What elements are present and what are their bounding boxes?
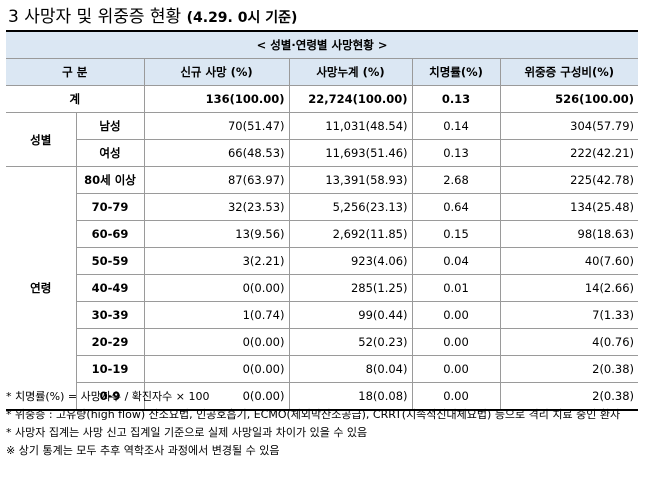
row-label: 50-59 [76, 247, 145, 275]
row-label: 20-29 [76, 328, 145, 356]
table-row: 성별 남성 70(51.47) 11,031(48.54) 0.14 304(57.79) [6, 112, 639, 167]
new-deaths-cell: 0(0.00) [143, 355, 290, 383]
table-row: 여성 66(48.53) 11,693(51.46) 0.13 222(42.21) [6, 139, 639, 167]
table-row: 연령 80세 이상 87(63.97) 13,391(58.93) 2.68 225(42… [6, 166, 639, 411]
new-deaths-cell: 0(0.00) [143, 382, 290, 411]
table-row: 0-9 0(0.00) 18(0.08) 0.00 2(0.38) [6, 382, 639, 411]
cumulative-deaths-cell: 2,692(11.85) [288, 220, 413, 248]
footnotes: * 치명률(%) = 사망자수 / 확진자수 × 100 * 위중증 : 고유량… [6, 388, 638, 460]
severe-cell: 2(0.38) [499, 382, 639, 411]
header-severe: 위중증 구성비(%) [499, 58, 639, 86]
row-label: 30-39 [76, 301, 145, 329]
total-cum: 22,724(100.00) [288, 85, 413, 113]
severe-cell: 14(2.66) [499, 274, 639, 302]
group-label: 성별 [6, 112, 77, 167]
cumulative-deaths-cell: 52(0.23) [288, 328, 413, 356]
row-label: 40-49 [76, 274, 145, 302]
fatality-rate-cell: 0.04 [411, 247, 501, 275]
header-row: 구 분 신규 사망 (%) 사망누계 (%) 치명률(%) 위중증 구성비(%) [6, 58, 639, 86]
header-category: 구 분 [6, 58, 145, 86]
total-new: 136(100.00) [143, 85, 290, 113]
table-caption-row: < 성별·연령별 사망현황 > [6, 31, 639, 59]
header-fatality-rate: 치명률(%) [411, 58, 501, 86]
severe-cell: 222(42.21) [499, 139, 639, 167]
new-deaths-cell: 32(23.53) [143, 193, 290, 221]
footnote-4: ※ 상기 통계는 모두 추후 역학조사 과정에서 변경될 수 있음 [6, 444, 280, 457]
cumulative-deaths-cell: 18(0.08) [288, 382, 413, 411]
death-stats-table: < 성별·연령별 사망현황 > 구 분 신규 사망 (%) 사망누계 (%) 치… [6, 30, 639, 411]
title-main: 3 사망자 및 위중증 현황 [8, 7, 182, 27]
row-label: 0-9 [76, 382, 145, 411]
title-date: (4.29. 0시 기준) [186, 10, 298, 26]
row-label: 80세 이상 [75, 166, 145, 194]
table-row: 20-29 0(0.00) 52(0.23) 0.00 4(0.76) [6, 328, 639, 356]
table-row: 50-59 3(2.21) 923(4.06) 0.04 40(7.60) [6, 247, 639, 275]
severe-cell: 225(42.78) [499, 166, 639, 194]
fatality-rate-cell: 0.00 [411, 301, 501, 329]
cumulative-deaths-cell: 8(0.04) [288, 355, 413, 383]
cumulative-deaths-cell: 13,391(58.93) [288, 166, 413, 194]
new-deaths-cell: 87(63.97) [143, 166, 290, 194]
new-deaths-cell: 3(2.21) [143, 247, 290, 275]
table-row: 70-79 32(23.53) 5,256(23.13) 0.64 134(25.48) [6, 193, 639, 221]
group-label: 연령 [6, 166, 77, 411]
new-deaths-cell: 13(9.56) [143, 220, 290, 248]
row-label: 70-79 [76, 193, 145, 221]
severe-cell: 40(7.60) [499, 247, 639, 275]
table-caption: < 성별·연령별 사망현황 > [6, 31, 639, 59]
footnote-3: * 사망자 집계는 사망 신고 집계일 기준으로 실제 사망일과 차이가 있을 … [6, 426, 368, 439]
row-label: 10-19 [76, 355, 145, 383]
cumulative-deaths-cell: 11,031(48.54) [288, 112, 413, 140]
fatality-rate-cell: 0.13 [411, 139, 501, 167]
cumulative-deaths-cell: 923(4.06) [288, 247, 413, 275]
new-deaths-cell: 0(0.00) [143, 274, 290, 302]
severe-cell: 98(18.63) [499, 220, 639, 248]
table-row: 60-69 13(9.56) 2,692(11.85) 0.15 98(18.63) [6, 220, 639, 248]
severe-cell: 4(0.76) [499, 328, 639, 356]
footnote-2: * 위중증 : 고유량(high flow) 산소요법, 인공호흡기, ECMO… [6, 408, 621, 421]
cumulative-deaths-cell: 5,256(23.13) [288, 193, 413, 221]
new-deaths-cell: 1(0.74) [143, 301, 290, 329]
table-row: 40-49 0(0.00) 285(1.25) 0.01 14(2.66) [6, 274, 639, 302]
row-label: 60-69 [76, 220, 145, 248]
header-new-deaths: 신규 사망 (%) [143, 58, 290, 86]
new-deaths-cell: 66(48.53) [143, 139, 290, 167]
fatality-rate-cell: 0.00 [411, 355, 501, 383]
table-row: 10-19 0(0.00) 8(0.04) 0.00 2(0.38) [6, 355, 639, 383]
fatality-rate-cell: 2.68 [411, 166, 501, 194]
fatality-rate-cell: 0.01 [411, 274, 501, 302]
footnote-1: * 치명률(%) = 사망자수 / 확진자수 × 100 [6, 390, 210, 403]
severe-cell: 7(1.33) [499, 301, 639, 329]
severe-cell: 304(57.79) [499, 112, 639, 140]
row-label: 여성 [76, 139, 145, 167]
cumulative-deaths-cell: 11,693(51.46) [288, 139, 413, 167]
fatality-rate-cell: 0.00 [411, 328, 501, 356]
severe-cell: 134(25.48) [499, 193, 639, 221]
table-row: 30-39 1(0.74) 99(0.44) 0.00 7(1.33) [6, 301, 639, 329]
total-severe: 526(100.00) [499, 85, 639, 113]
fatality-rate-cell: 0.14 [411, 112, 501, 140]
cumulative-deaths-cell: 285(1.25) [288, 274, 413, 302]
row-label: 남성 [75, 112, 145, 140]
new-deaths-cell: 0(0.00) [143, 328, 290, 356]
total-row: 계 136(100.00) 22,724(100.00) 0.13 526(10… [6, 85, 639, 113]
new-deaths-cell: 70(51.47) [143, 112, 290, 140]
total-label: 계 [6, 85, 145, 113]
cumulative-deaths-cell: 99(0.44) [288, 301, 413, 329]
page-title: 3 사망자 및 위중증 현황 (4.29. 0시 기준) [8, 6, 297, 30]
header-cumulative-deaths: 사망누계 (%) [288, 58, 413, 86]
total-cfr: 0.13 [411, 85, 501, 113]
severe-cell: 2(0.38) [499, 355, 639, 383]
fatality-rate-cell: 0.15 [411, 220, 501, 248]
fatality-rate-cell: 0.64 [411, 193, 501, 221]
